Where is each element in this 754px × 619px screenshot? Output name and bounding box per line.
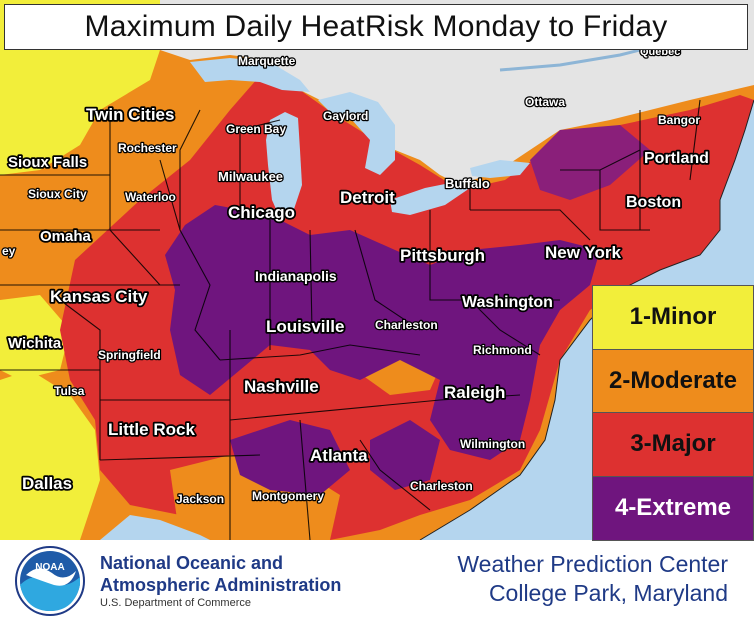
agency-name: National Oceanic and Atmospheric Adminis… [100,552,341,596]
label-kansas-city: Kansas City [50,287,148,306]
noaa-logo-icon: NOAA [15,546,85,616]
label-portland: Portland [644,150,709,167]
label-nashville: Nashville [244,377,319,396]
lake-erie [390,182,470,215]
label-sioux-city: Sioux City [28,187,87,201]
lake-huron [318,92,395,175]
department-name: U.S. Department of Commerce [100,597,251,609]
label-little-rock: Little Rock [108,420,195,439]
label-richmond: Richmond [473,343,532,357]
label-twin-cities: Twin Cities [86,105,174,124]
map-labels: Marquette Quebec Ottawa Gaylord Bangor G… [1,45,711,508]
legend-item-moderate: 2-Moderate [593,349,753,413]
lake-superior [190,58,310,92]
lake-ontario [470,160,530,178]
state-boundaries [0,99,701,540]
label-indianapolis: Indianapolis [255,268,337,284]
label-rochester: Rochester [118,141,177,155]
label-louisville: Louisville [266,317,344,336]
label-wichita: Wichita [8,335,62,352]
label-charleston-wv: Charleston [375,318,438,332]
zone-minor-southwest [0,370,100,540]
label-boston: Boston [626,194,681,211]
zone-minor-oklahoma [0,295,70,380]
label-gaylord: Gaylord [323,109,368,123]
legend-label-extreme: 4-Extreme [614,494,732,522]
label-washington: Washington [462,294,553,311]
label-charleston-sc: Charleston [410,479,473,493]
heatrisk-legend: 1-Minor 2-Moderate 3-Major 4-Extreme [592,285,754,541]
label-edge-fragment: ey [2,244,16,258]
label-chicago: Chicago [228,203,295,222]
prediction-center-name: Weather Prediction Center [457,551,728,577]
zone-extreme-northeast [530,125,650,200]
legend-item-minor: 1-Minor [593,286,753,350]
label-new-york: New York [545,243,621,262]
label-bangor: Bangor [658,113,700,127]
label-raleigh: Raleigh [444,383,505,402]
label-springfield: Springfield [98,348,161,362]
label-dallas: Dallas [22,474,72,493]
agency-name-line2: Atmospheric Administration [100,575,342,595]
label-atlanta: Atlanta [310,446,368,465]
legend-label-moderate: 2-Moderate [608,366,738,394]
label-jackson: Jackson [176,492,224,506]
legend-label-minor: 1-Minor [629,303,717,331]
heatrisk-map: Marquette Quebec Ottawa Gaylord Bangor G… [0,0,754,540]
label-montgomery: Montgomery [252,489,324,503]
label-marquette: Marquette [238,54,296,68]
noaa-logo-text: NOAA [35,562,64,573]
label-omaha: Omaha [40,228,92,245]
lake-michigan [266,112,302,218]
footer [0,540,754,619]
label-sioux-falls: Sioux Falls [8,154,87,171]
gulf-of-mexico [100,515,210,540]
label-tulsa: Tulsa [54,384,85,398]
zone-extreme-south [230,420,350,495]
label-ottawa: Ottawa [525,95,565,109]
legend-label-major: 3-Major [630,430,716,458]
zone-extreme-georgia [370,420,440,490]
label-green-bay: Green Bay [226,122,286,136]
prediction-center: Weather Prediction Center College Park, … [457,550,728,608]
label-detroit: Detroit [340,188,395,207]
label-milwaukee: Milwaukee [218,169,283,184]
label-pittsburgh: Pittsburgh [400,246,485,265]
agency-name-line1: National Oceanic and [100,553,284,573]
label-wilmington: Wilmington [460,437,525,451]
label-waterloo: Waterloo [125,190,176,204]
prediction-center-location: College Park, Maryland [488,580,728,606]
legend-item-extreme: 4-Extreme [593,476,753,540]
legend-item-major: 3-Major [593,413,753,477]
label-buffalo: Buffalo [445,176,490,191]
map-title: Maximum Daily HeatRisk Monday to Friday [4,4,748,50]
